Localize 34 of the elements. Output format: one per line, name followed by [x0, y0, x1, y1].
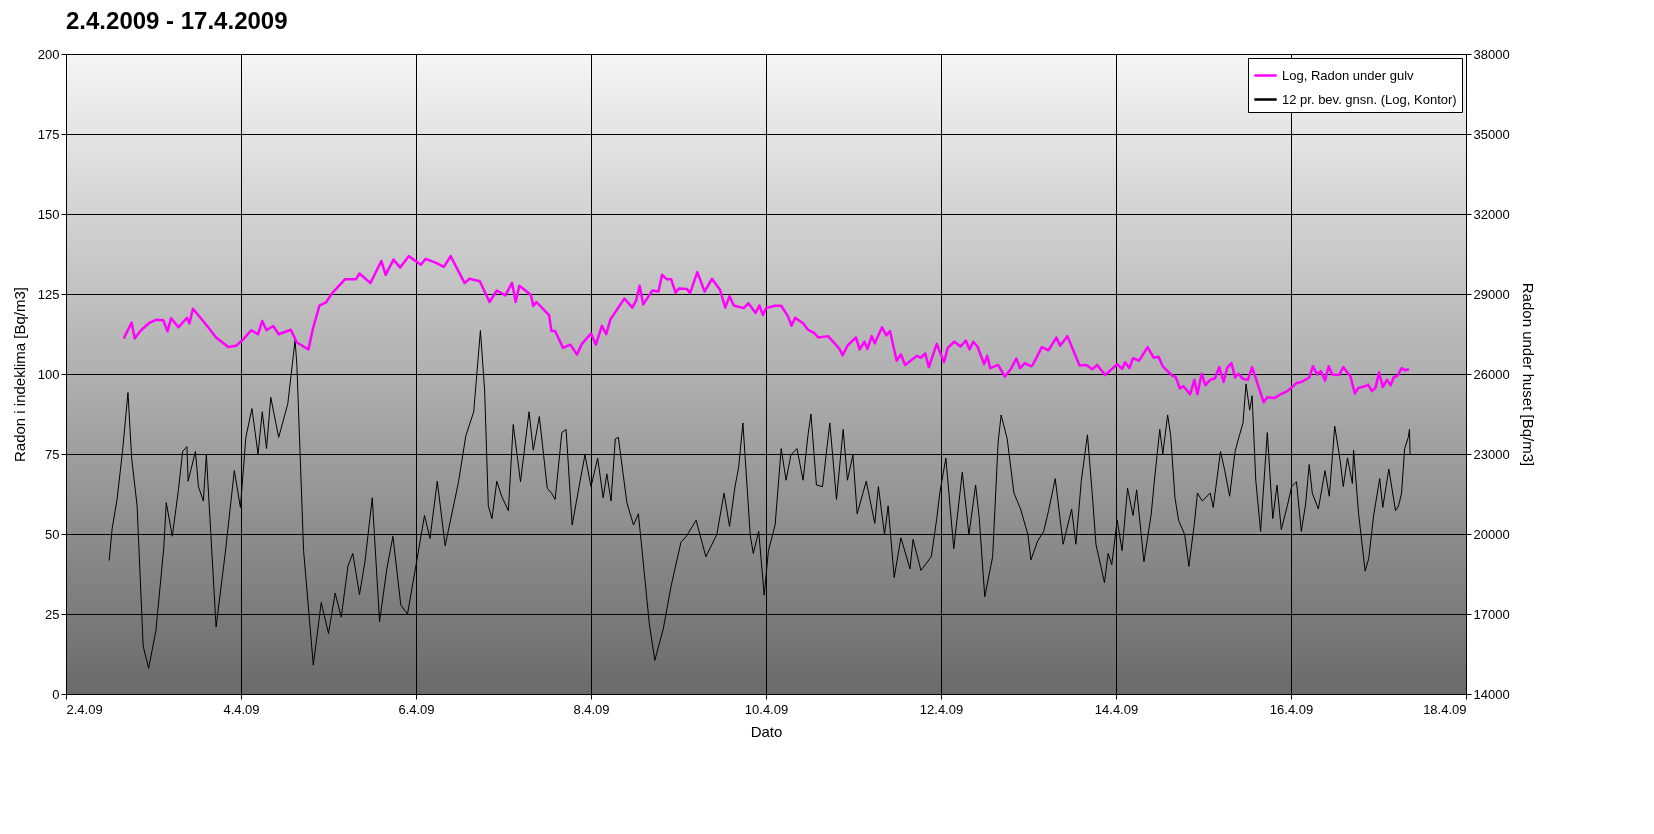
- line-series: [122, 254, 1411, 404]
- y2-tick-label: 17000: [1473, 606, 1510, 622]
- x-tick-label: 8.4.09: [573, 701, 610, 717]
- x-tick-label: 16.4.09: [1269, 701, 1314, 717]
- y2-tick-label: 32000: [1473, 206, 1510, 222]
- x-tick-label: 2.4.09: [66, 701, 103, 717]
- y-tick-label: 125: [37, 286, 60, 302]
- x-tick-label: 10.4.09: [744, 701, 789, 717]
- legend-label: 12 pr. bev. gnsn. (Log, Kontor): [1282, 91, 1457, 107]
- y2-tick-label: 38000: [1473, 46, 1510, 62]
- y-tick-label: 75: [45, 446, 60, 462]
- x-tick-label: 12.4.09: [919, 701, 964, 717]
- y-tick-label: 150: [37, 206, 60, 222]
- y-tick-label: 50: [45, 526, 60, 542]
- x-tick-label: 4.4.09: [223, 701, 260, 717]
- y2-tick-label: 14000: [1473, 686, 1510, 702]
- x-axis-title: Dato: [750, 722, 783, 740]
- y-tick-label: 0: [52, 686, 60, 702]
- y-axis-title: Radon i indeklima [Bq/m3]: [10, 286, 28, 463]
- y-tick-label: 100: [37, 366, 60, 382]
- x-tick-label: 18.4.09: [1423, 701, 1467, 717]
- y-tick-label: 200: [37, 46, 60, 62]
- x-tick-label: 6.4.09: [398, 701, 435, 717]
- y2-tick-label: 23000: [1473, 446, 1510, 462]
- y2-tick-label: 20000: [1473, 526, 1510, 542]
- y2-tick-label: 35000: [1473, 126, 1510, 142]
- y2-tick-label: 29000: [1473, 286, 1510, 302]
- legend-label: Log, Radon under gulv: [1282, 67, 1415, 83]
- y-tick-label: 175: [37, 126, 60, 142]
- chart-title: 2.4.2009 - 17.4.2009: [66, 7, 288, 34]
- y-tick-label: 25: [45, 606, 60, 622]
- y2-axis-title: Radon under huset [Bq/m3]: [1519, 282, 1537, 467]
- x-tick-label: 14.4.09: [1094, 701, 1139, 717]
- y2-tick-label: 26000: [1473, 366, 1510, 382]
